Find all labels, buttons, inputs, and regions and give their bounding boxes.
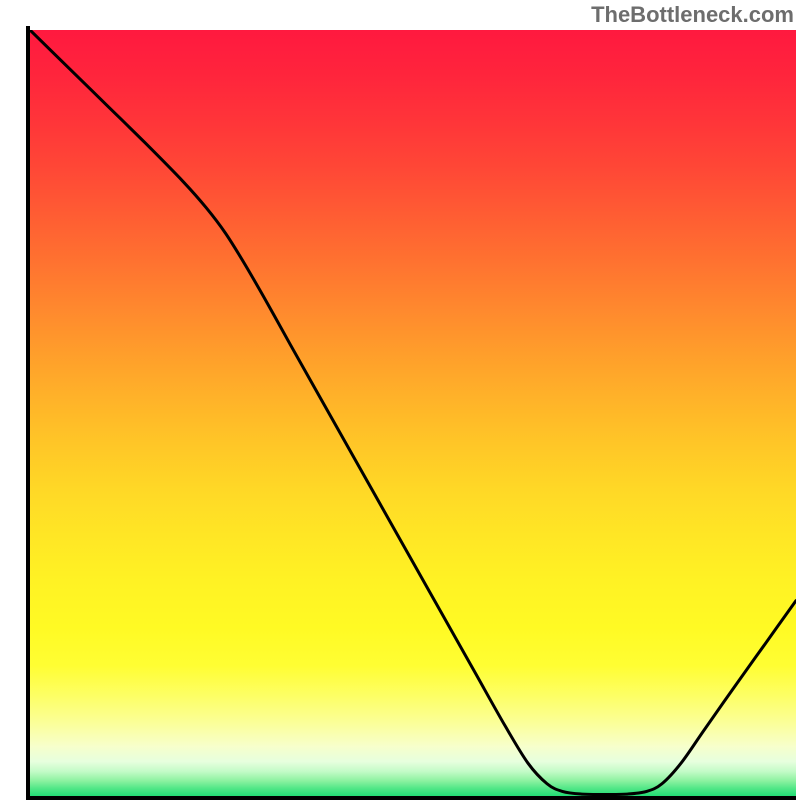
y-axis-line xyxy=(26,26,30,796)
plot-area xyxy=(30,30,796,796)
gradient-background xyxy=(30,30,796,796)
chart-stage: TheBottleneck.com xyxy=(0,0,800,800)
plot-svg xyxy=(30,30,796,796)
x-axis-line xyxy=(26,796,796,800)
watermark-text: TheBottleneck.com xyxy=(591,2,794,28)
